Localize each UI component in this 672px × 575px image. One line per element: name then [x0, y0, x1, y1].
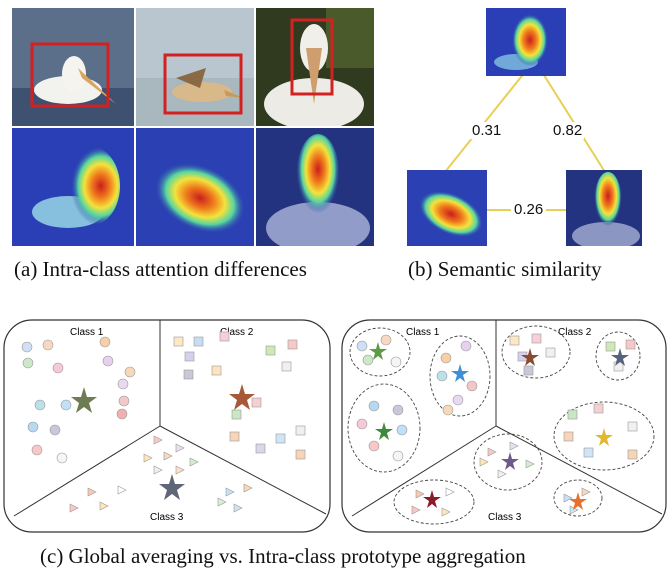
left-class-1-points [21, 336, 136, 464]
cluster-outlines [347, 325, 655, 525]
caption-panel-c: (c) Global averaging vs. Intra-class pro… [40, 544, 526, 568]
pelican-photo-flying [136, 8, 254, 126]
left-class-2-label: Class 2 [220, 327, 254, 338]
heatmap-node-top [486, 8, 566, 76]
prototype-star-purple [501, 452, 519, 470]
prototype-star-green-1 [369, 342, 387, 360]
intra-class-aggregation-diagram: Class 1 Class 2 Class 3 [341, 319, 667, 533]
prototype-star-slate [611, 348, 629, 366]
caption-panel-a: (a) Intra-class attention differences [14, 257, 307, 281]
caption-panel-b: (b) Semantic similarity [408, 257, 602, 281]
right-class-2-label: Class 2 [558, 327, 592, 338]
red-box-3 [290, 18, 334, 96]
left-class-1-global-prototype [71, 387, 97, 413]
left-class-3-label: Class 3 [150, 512, 184, 523]
attention-boxes [30, 18, 334, 115]
left-class-1-label: Class 1 [70, 327, 104, 338]
local-prototypes [369, 342, 629, 510]
left-class-2-global-prototype [229, 384, 255, 410]
prototype-star-darkred [423, 490, 441, 508]
pelican-photo-closeup [256, 8, 374, 126]
prototype-star-blue [451, 364, 469, 382]
similarity-value-0-26: 0.26 [511, 201, 547, 218]
heatmap-node-right [566, 170, 642, 246]
heatmap-node-left [407, 170, 487, 246]
similarity-value-0-31: 0.31 [470, 122, 504, 139]
right-class-3-label: Class 3 [488, 512, 522, 523]
left-class-3-points [69, 435, 253, 513]
similarity-value-0-82: 0.82 [551, 122, 585, 139]
prototype-star-gold [595, 428, 613, 446]
red-box-2 [163, 53, 243, 115]
right-class-1-label: Class 1 [406, 327, 440, 338]
prototype-star-brown [521, 348, 539, 366]
left-class-2-points [173, 331, 306, 460]
pelican-heatmap-flying [136, 128, 254, 246]
pelican-heatmap-closeup [256, 128, 374, 246]
global-averaging-diagram: Class 1 Class 2 Class 3 [3, 319, 331, 533]
right-points [356, 333, 638, 517]
prototype-star-green-2 [375, 422, 393, 440]
pelican-heatmap-water [12, 128, 134, 246]
red-box-1 [30, 42, 110, 108]
prototype-star-orange [569, 492, 587, 510]
left-class-3-global-prototype [159, 474, 185, 500]
